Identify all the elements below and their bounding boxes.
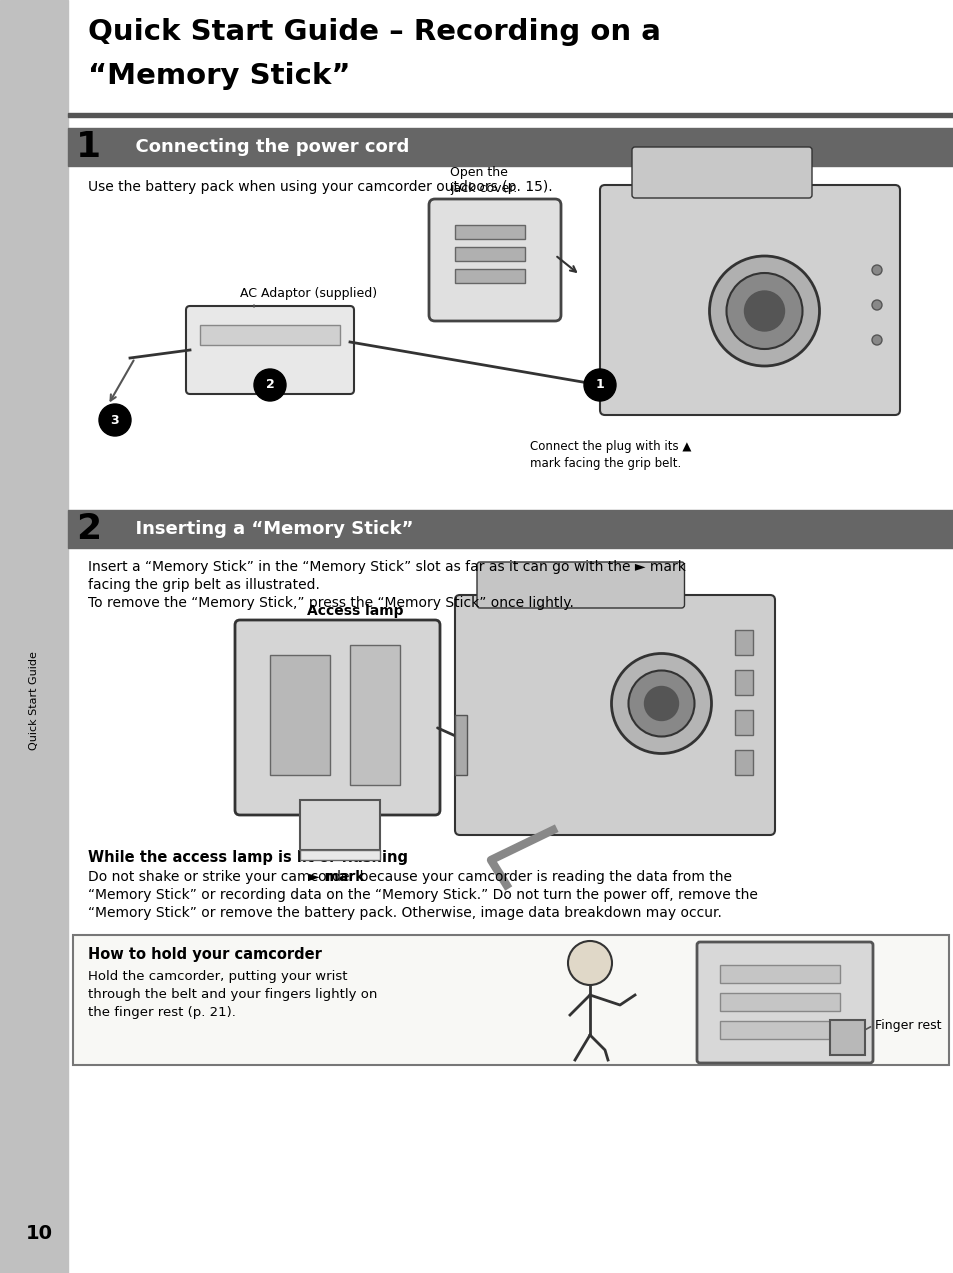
Text: Hold the camcorder, putting your wrist: Hold the camcorder, putting your wrist [88,970,347,983]
Bar [720,1021,840,1039]
Bar [720,993,840,1011]
Bar [200,325,339,345]
FancyBboxPatch shape [186,306,354,395]
Text: Use the battery pack when using your camcorder outdoors (p. 15).: Use the battery pack when using your cam… [88,179,552,193]
Bar [270,656,330,775]
FancyBboxPatch shape [599,185,899,415]
Circle shape [253,369,286,401]
Bar [68,510,953,547]
Text: Open the
jack cover.: Open the jack cover. [450,165,517,195]
Bar [350,645,399,785]
Circle shape [611,653,711,754]
Text: How to hold your camcorder: How to hold your camcorder [88,947,321,962]
Bar [720,965,840,983]
Text: 2: 2 [265,378,274,392]
Bar [455,715,467,775]
Circle shape [871,265,882,275]
Text: Do not shake or strike your camcorder because your camcorder is reading the data: Do not shake or strike your camcorder be… [88,869,731,883]
Text: Finger rest: Finger rest [874,1018,941,1032]
Text: Inserting a “Memory Stick”: Inserting a “Memory Stick” [123,519,413,538]
Circle shape [743,292,783,331]
Bar [455,247,524,261]
Text: Access lamp: Access lamp [307,603,403,617]
Circle shape [99,404,131,435]
Text: AC Adaptor (supplied): AC Adaptor (supplied) [240,286,376,300]
FancyBboxPatch shape [697,942,872,1063]
Bar [734,630,752,656]
Text: “Memory Stick” or remove the battery pack. Otherwise, image data breakdown may o: “Memory Stick” or remove the battery pac… [88,906,721,920]
Bar [68,113,953,117]
Bar [829,1020,864,1055]
Bar [299,850,379,861]
Text: Connecting the power cord: Connecting the power cord [123,137,409,157]
Circle shape [871,335,882,345]
Text: 10: 10 [26,1225,52,1242]
Text: facing the grip belt as illustrated.: facing the grip belt as illustrated. [88,578,319,592]
Text: Connect the plug with its ▲
mark facing the grip belt.: Connect the plug with its ▲ mark facing … [530,440,691,470]
Text: “Memory Stick” or recording data on the “Memory Stick.” Do not turn the power of: “Memory Stick” or recording data on the … [88,889,757,903]
Text: 2: 2 [76,512,101,546]
Text: Quick Start Guide – Recording on a: Quick Start Guide – Recording on a [88,18,660,46]
Text: Insert a “Memory Stick” in the “Memory Stick” slot as far as it can go with the : Insert a “Memory Stick” in the “Memory S… [88,560,685,574]
FancyBboxPatch shape [476,561,684,608]
Bar [455,225,524,239]
Circle shape [628,671,694,737]
Text: To remove the “Memory Stick,” press the “Memory Stick” once lightly.: To remove the “Memory Stick,” press the … [88,596,574,610]
Bar [299,799,379,850]
FancyBboxPatch shape [73,934,948,1066]
Bar [734,710,752,735]
Text: “Memory Stick”: “Memory Stick” [88,62,350,90]
FancyBboxPatch shape [429,199,560,321]
Text: 1: 1 [595,378,604,392]
Text: While the access lamp is lit or flashing: While the access lamp is lit or flashing [88,850,408,864]
Text: 1: 1 [76,130,101,164]
Text: 3: 3 [111,414,119,426]
FancyBboxPatch shape [631,146,811,199]
Circle shape [726,272,801,349]
FancyBboxPatch shape [234,620,439,815]
Circle shape [709,256,819,367]
Text: the finger rest (p. 21).: the finger rest (p. 21). [88,1006,235,1018]
Bar [455,269,524,283]
Bar [0,0,68,1273]
Text: through the belt and your fingers lightly on: through the belt and your fingers lightl… [88,988,377,1001]
Bar [68,129,953,165]
Circle shape [567,941,612,985]
Bar [734,670,752,695]
Circle shape [871,300,882,311]
Circle shape [583,369,616,401]
Text: Quick Start Guide: Quick Start Guide [29,651,39,750]
Text: ► mark: ► mark [309,869,364,883]
Bar [734,750,752,775]
FancyBboxPatch shape [455,594,774,835]
Circle shape [644,686,678,721]
